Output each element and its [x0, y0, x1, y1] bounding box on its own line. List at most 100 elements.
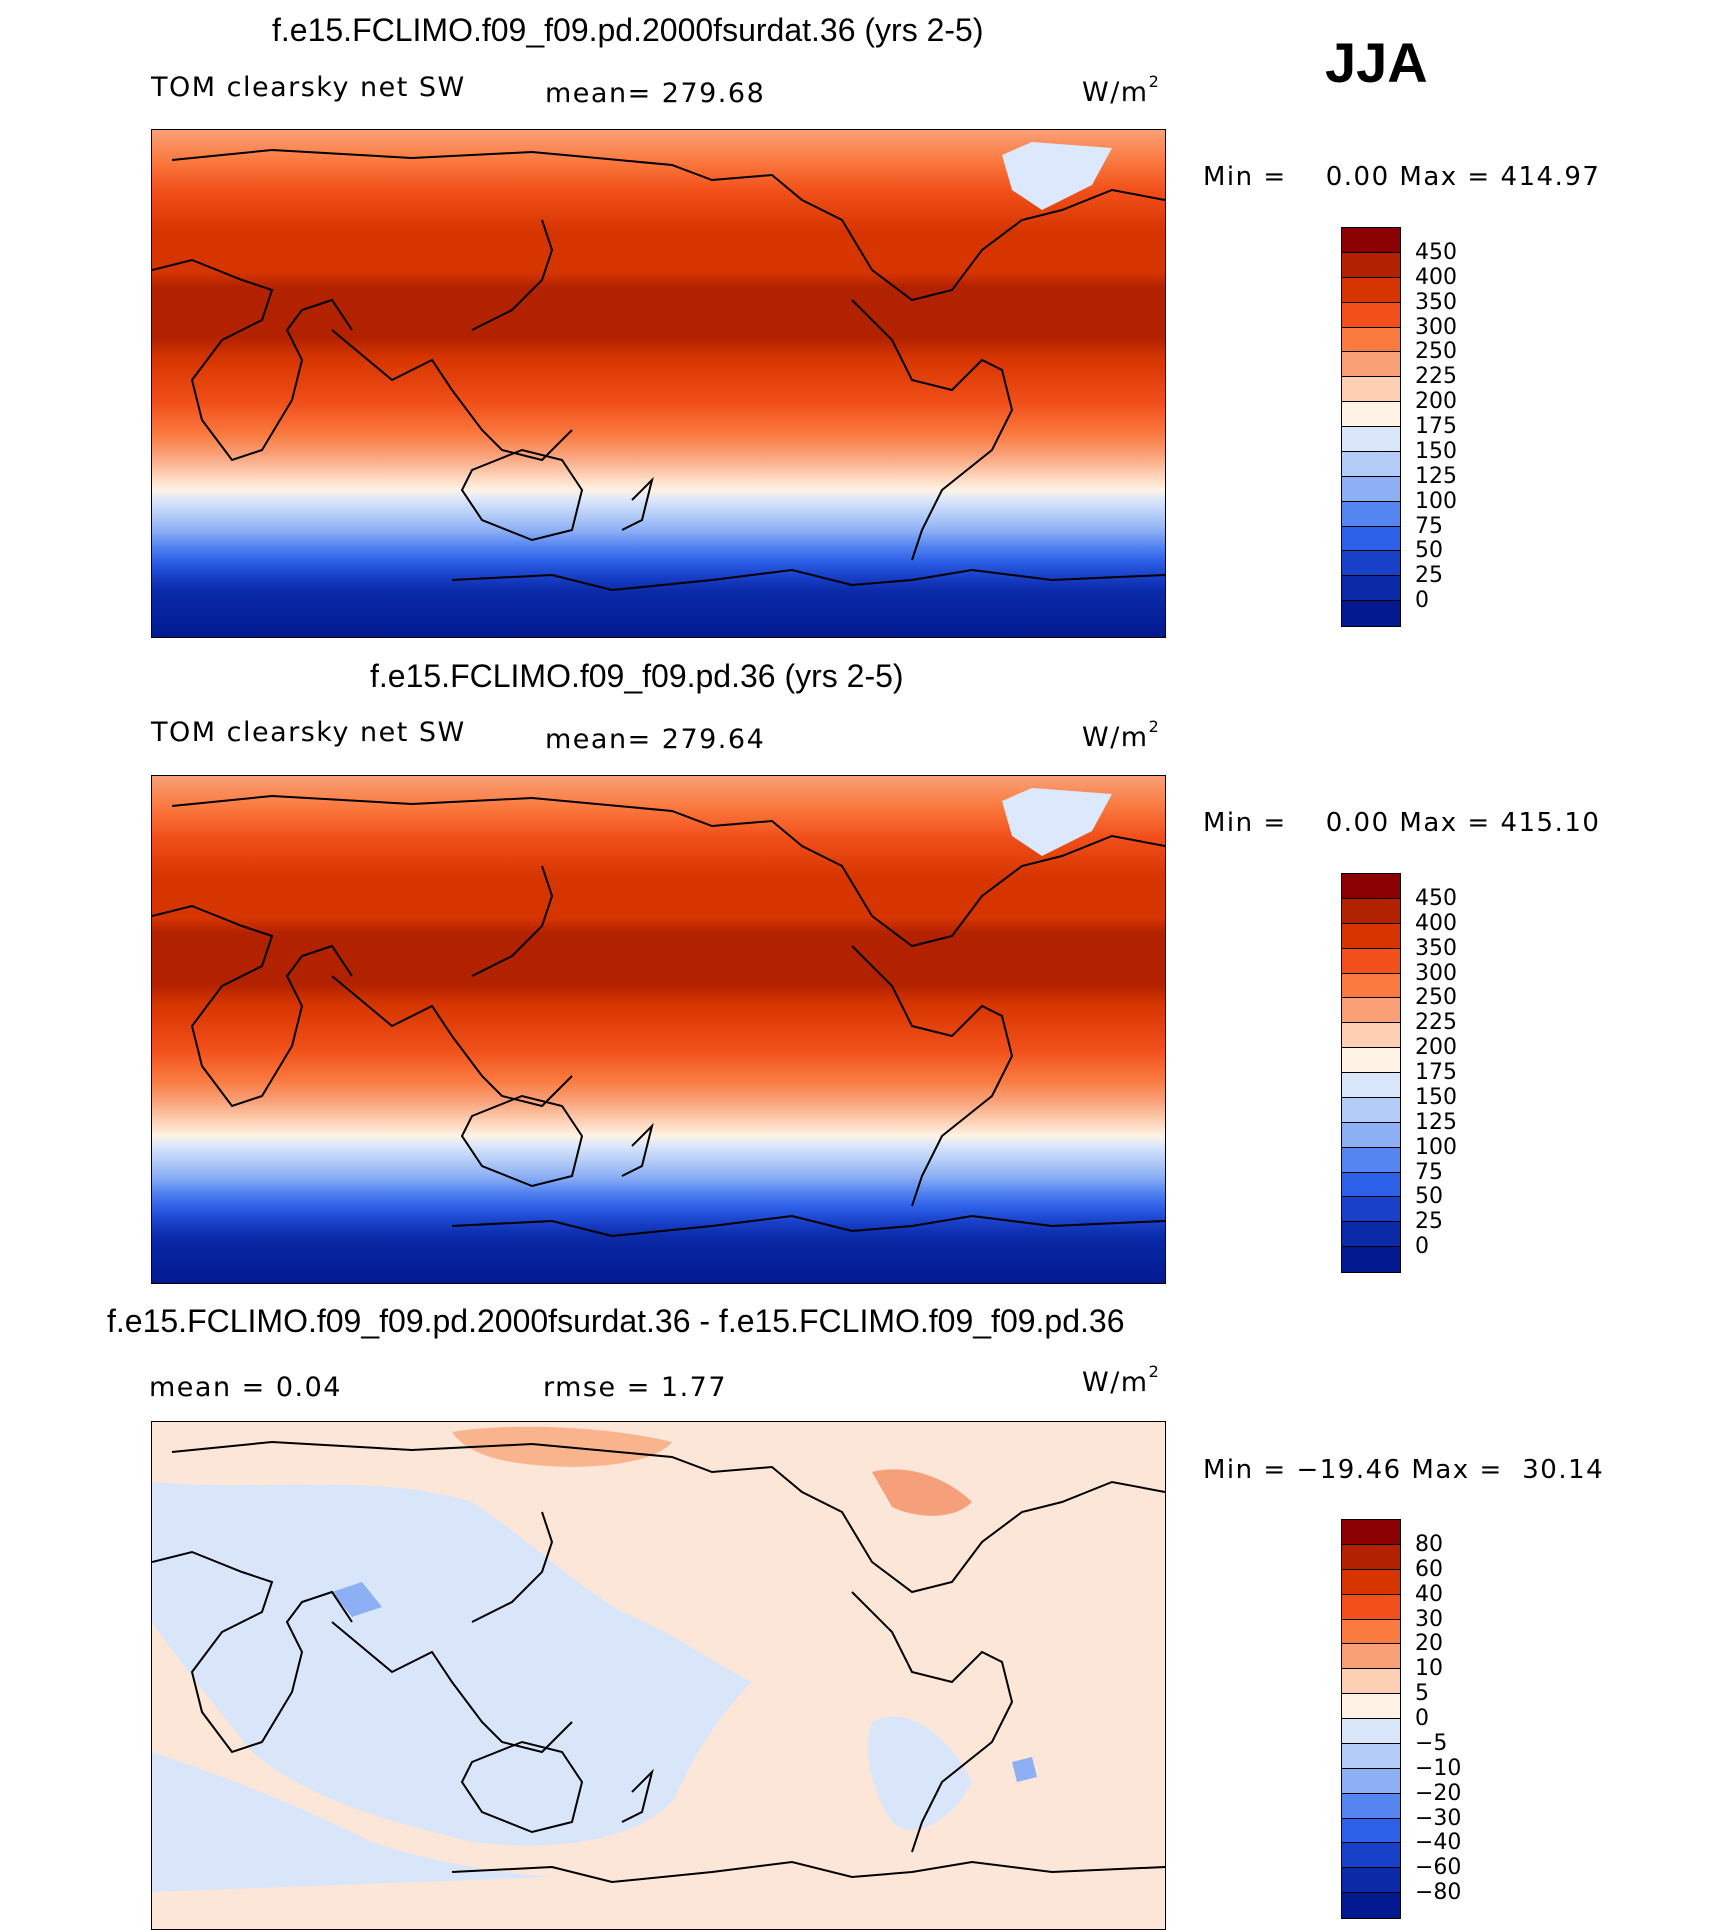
colorbar-box [1342, 352, 1400, 378]
colorbar-tick-label: 400 [1415, 910, 1457, 936]
panel-3-map-field [152, 1422, 1165, 1929]
colorbar-box [1342, 1247, 1400, 1272]
colorbar-box [1342, 451, 1400, 477]
colorbar-tick-label: 175 [1415, 414, 1457, 439]
colorbar-box [1342, 576, 1400, 602]
colorbar-box [1342, 402, 1400, 427]
colorbar-tick-label: 25 [1415, 1209, 1443, 1235]
colorbar-tick-label: 30 [1415, 1606, 1443, 1632]
colorbar-tick-label: 225 [1415, 1010, 1457, 1036]
colorbar-box [1342, 277, 1400, 303]
colorbar-box [1342, 1719, 1400, 1744]
colorbar-tick-label: 175 [1415, 1060, 1457, 1085]
colorbar-tick-label: 450 [1415, 239, 1457, 265]
colorbar-box [1342, 923, 1400, 949]
colorbar-box [1342, 551, 1400, 577]
panel-2-colorbar-labels: 450 400 350 300 250 225 200 175 150 125 100 75 50 25 0 [1415, 873, 1515, 1271]
panel-1-units: W/m2 [1082, 72, 1161, 108]
panel-2-colorbar [1341, 873, 1401, 1273]
colorbar-tick-label: 250 [1415, 985, 1457, 1011]
panel-3-colorbar [1341, 1519, 1401, 1919]
season-label: JJA [1325, 31, 1428, 94]
colorbar-tick-label: 40 [1415, 1581, 1443, 1607]
colorbar-tick-label: 0 [1415, 588, 1429, 614]
colorbar-tick-label: −60 [1415, 1855, 1462, 1881]
colorbar-tick-label: 200 [1415, 389, 1457, 415]
colorbar-tick-label: 300 [1415, 960, 1457, 986]
colorbar-tick-label: 20 [1415, 1631, 1443, 1657]
colorbar-box [1342, 1644, 1400, 1670]
colorbar-tick-label: −30 [1415, 1805, 1462, 1831]
colorbar-tick-label: 350 [1415, 289, 1457, 315]
panel-3-rmse-label: rmse = 1.77 [543, 1372, 728, 1403]
colorbar-box [1342, 377, 1400, 403]
colorbar-box [1342, 1594, 1400, 1620]
colorbar-tick-label: 50 [1415, 538, 1443, 564]
colorbar-box [1342, 601, 1400, 626]
colorbar-box [1342, 501, 1400, 527]
colorbar-tick-label: 225 [1415, 364, 1457, 390]
colorbar-tick-label: 300 [1415, 314, 1457, 340]
colorbar-box [1342, 874, 1400, 899]
colorbar-tick-label: 350 [1415, 935, 1457, 961]
panel-1-mean-label: mean= 279.68 [545, 78, 766, 109]
colorbar-tick-label: 200 [1415, 1035, 1457, 1061]
colorbar-box [1342, 1023, 1400, 1049]
colorbar-box [1342, 476, 1400, 502]
panel-2-field-label: TOM clearsky net SW [151, 717, 466, 748]
panel-1-minmax: Min = 0.00 Max = 414.97 [1203, 162, 1601, 192]
colorbar-box [1342, 1197, 1400, 1223]
colorbar-tick-label: 5 [1415, 1681, 1429, 1707]
colorbar-box [1342, 1868, 1400, 1894]
panel-1-colorbar [1341, 227, 1401, 627]
colorbar-box [1342, 1122, 1400, 1148]
colorbar-tick-label: 100 [1415, 1134, 1457, 1160]
colorbar-box [1342, 1520, 1400, 1545]
panel-1-title: f.e15.FCLIMO.f09_f09.pd.2000fsurdat.36 (… [272, 12, 984, 48]
colorbar-tick-label: 150 [1415, 1084, 1457, 1110]
colorbar-tick-label: 100 [1415, 488, 1457, 514]
colorbar-box [1342, 1743, 1400, 1769]
colorbar-box [1342, 1793, 1400, 1819]
panel-1-map-field [152, 130, 1165, 637]
colorbar-box [1342, 1569, 1400, 1595]
colorbar-box [1342, 898, 1400, 924]
colorbar-box [1342, 1544, 1400, 1570]
panel-2-map [151, 775, 1166, 1284]
panel-1-colorbar-labels: 450 400 350 300 250 225 200 175 150 125 100 75 50 25 0 [1415, 227, 1515, 625]
panel-2-units: W/m2 [1082, 717, 1161, 753]
colorbar-tick-label: 75 [1415, 513, 1443, 539]
colorbar-box [1342, 1073, 1400, 1098]
panel-3-map [151, 1421, 1166, 1930]
colorbar-box [1342, 1818, 1400, 1844]
colorbar-box [1342, 998, 1400, 1024]
colorbar-box [1342, 1843, 1400, 1869]
colorbar-tick-label: 125 [1415, 463, 1457, 489]
colorbar-tick-label: −5 [1415, 1730, 1448, 1756]
colorbar-tick-label: 10 [1415, 1656, 1443, 1682]
colorbar-box [1342, 1048, 1400, 1073]
colorbar-box [1342, 1893, 1400, 1918]
colorbar-box [1342, 1694, 1400, 1719]
colorbar-box [1342, 427, 1400, 452]
colorbar-box [1342, 1147, 1400, 1173]
colorbar-tick-label: 50 [1415, 1184, 1443, 1210]
colorbar-tick-label: −40 [1415, 1830, 1462, 1856]
colorbar-box [1342, 1619, 1400, 1645]
panel-2-title: f.e15.FCLIMO.f09_f09.pd.36 (yrs 2-5) [370, 658, 904, 694]
panel-1-field-label: TOM clearsky net SW [151, 72, 466, 103]
colorbar-box [1342, 1669, 1400, 1695]
colorbar-tick-label: 150 [1415, 438, 1457, 464]
colorbar-box [1342, 302, 1400, 328]
colorbar-box [1342, 252, 1400, 278]
panel-2-mean-label: mean= 279.64 [545, 724, 766, 755]
colorbar-tick-label: 400 [1415, 264, 1457, 290]
colorbar-tick-label: 75 [1415, 1159, 1443, 1185]
colorbar-box [1342, 948, 1400, 974]
colorbar-box [1342, 1172, 1400, 1198]
colorbar-box [1342, 1222, 1400, 1248]
colorbar-tick-label: 125 [1415, 1109, 1457, 1135]
panel-1-map [151, 129, 1166, 638]
colorbar-tick-label: −10 [1415, 1755, 1462, 1781]
colorbar-box [1342, 1768, 1400, 1794]
